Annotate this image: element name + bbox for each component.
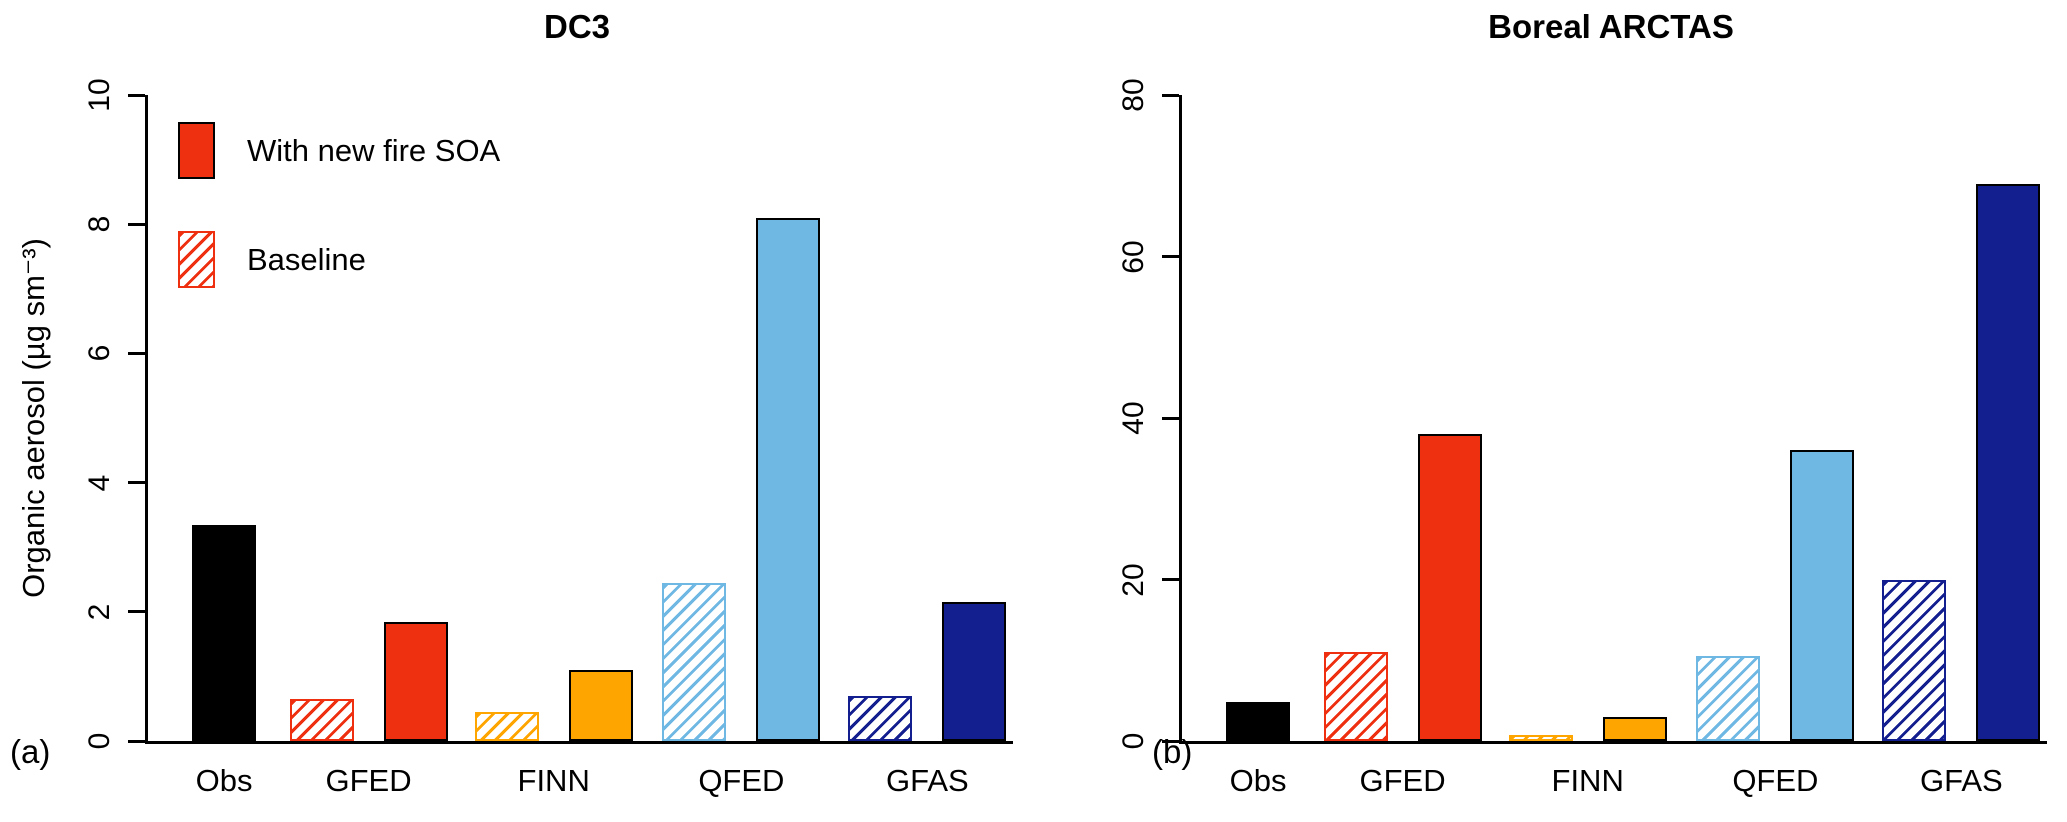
panel-dc3: DC3 Organic aerosol (µg sm⁻³) 0 2 4 6 8 10 Obs… bbox=[0, 0, 1033, 822]
panel-a-title: DC3 bbox=[543, 8, 611, 45]
bar-gfed-new-fire-soa bbox=[1417, 434, 1482, 741]
y-tick-label: 0 bbox=[1117, 732, 1150, 750]
x-category-label: Obs bbox=[1229, 763, 1287, 798]
y-tick bbox=[128, 610, 145, 614]
legend-entry-hatched: Baseline bbox=[178, 231, 500, 288]
x-category-label: GFED bbox=[325, 763, 412, 798]
bar-gfed-baseline bbox=[1323, 652, 1388, 741]
y-tick bbox=[128, 351, 145, 355]
legend-swatch-hatched bbox=[178, 231, 215, 288]
bar-finn-new-fire-soa bbox=[1602, 716, 1667, 741]
y-tick-label: 80 bbox=[1117, 78, 1150, 112]
x-category-label: GFAS bbox=[1920, 763, 2003, 798]
x-category-label: QFED bbox=[1732, 763, 1819, 798]
y-tick bbox=[1162, 255, 1179, 258]
panel-a-letter: (a) bbox=[10, 733, 51, 770]
bar-finn-baseline bbox=[1508, 734, 1573, 741]
y-tick bbox=[128, 93, 145, 97]
y-tick bbox=[1162, 93, 1179, 97]
y-tick-label: 10 bbox=[83, 78, 116, 112]
y-tick-label: 6 bbox=[83, 345, 116, 362]
y-tick bbox=[128, 739, 145, 743]
bar-obs bbox=[192, 524, 257, 741]
bar-qfed-new-fire-soa bbox=[1790, 450, 1855, 741]
y-tick-label: 4 bbox=[83, 474, 116, 491]
bar-obs bbox=[1226, 702, 1291, 741]
bar-qfed-new-fire-soa bbox=[756, 217, 821, 741]
x-category-label: FINN bbox=[517, 763, 590, 798]
bar-gfas-baseline bbox=[1882, 579, 1947, 741]
legend-label-solid: With new fire SOA bbox=[247, 132, 501, 168]
panel-boreal-arctas: Boreal ARCTAS 0 20 40 60 80 Obs GFED FINN QFED GF… bbox=[1034, 0, 2067, 822]
x-category-label: GFED bbox=[1359, 763, 1446, 798]
y-tick-label: 60 bbox=[1117, 239, 1150, 274]
y-tick-label: 8 bbox=[83, 215, 116, 233]
panel-b-title: Boreal ARCTAS bbox=[1488, 8, 1734, 45]
plot-area-boreal-arctas: 0 20 40 60 80 Obs GFED FINN QFED GFAS bbox=[1117, 78, 2047, 798]
legend-label-hatched: Baseline bbox=[247, 241, 366, 277]
y-tick-label: 2 bbox=[83, 603, 116, 621]
bar-gfed-baseline bbox=[289, 699, 354, 741]
y-axis-label: Organic aerosol (µg sm⁻³) bbox=[16, 238, 51, 598]
plot-area-dc3: 0 2 4 6 8 10 Obs GFED FINN QFED GFAS bbox=[83, 78, 1013, 798]
bar-finn-new-fire-soa bbox=[568, 669, 633, 741]
bar-qfed-baseline bbox=[1696, 656, 1761, 741]
bar-gfas-new-fire-soa bbox=[942, 602, 1007, 741]
legend-entry-solid: With new fire SOA bbox=[178, 122, 500, 179]
x-category-label: FINN bbox=[1551, 763, 1624, 798]
y-tick bbox=[1162, 578, 1179, 581]
y-tick bbox=[128, 481, 145, 485]
bar-gfed-new-fire-soa bbox=[383, 621, 448, 741]
legend-swatch-solid bbox=[178, 122, 215, 179]
bar-gfas-baseline bbox=[848, 695, 913, 741]
x-category-label: GFAS bbox=[886, 763, 969, 798]
y-tick-label: 0 bbox=[83, 732, 116, 750]
y-tick bbox=[1162, 739, 1179, 743]
legend: With new fire SOA Baseline bbox=[178, 122, 500, 288]
bar-qfed-baseline bbox=[662, 582, 727, 741]
y-tick bbox=[1162, 416, 1179, 420]
x-category-label: Obs bbox=[195, 763, 253, 798]
bar-gfas-new-fire-soa bbox=[1976, 183, 2041, 741]
bar-finn-baseline bbox=[474, 711, 539, 741]
y-tick-label: 20 bbox=[1117, 562, 1150, 597]
y-tick bbox=[128, 222, 145, 226]
x-category-label: QFED bbox=[698, 763, 785, 798]
panel-b-letter: (b) bbox=[1152, 733, 1193, 770]
y-tick-label: 40 bbox=[1117, 401, 1150, 435]
